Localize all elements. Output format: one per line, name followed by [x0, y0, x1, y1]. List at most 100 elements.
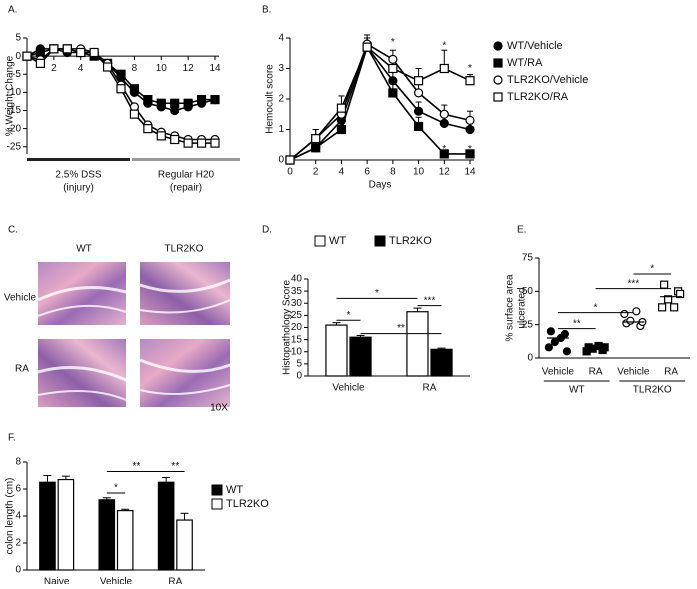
- significance-label: ***: [424, 295, 436, 306]
- legend-marker: [493, 75, 503, 85]
- x-tick-label: RA: [423, 383, 437, 394]
- histology-image: [140, 339, 230, 407]
- marker: [546, 327, 555, 336]
- bar: [406, 311, 429, 377]
- panel-label: A.: [8, 5, 17, 16]
- marker: [35, 58, 46, 68]
- x-tick-label: 8: [390, 167, 396, 178]
- y-tick-label: 8: [15, 457, 21, 468]
- annotation: *: [468, 63, 472, 74]
- y-tick-label: 25: [291, 310, 303, 321]
- y-tick-label: 10: [291, 346, 303, 357]
- marker: [76, 47, 86, 58]
- significance-label: *: [594, 302, 598, 313]
- magnification: 10X: [210, 403, 228, 414]
- y-tick-label: 0: [15, 51, 21, 62]
- y-tick-label: 5: [15, 33, 21, 44]
- x-tick-label: 6: [364, 167, 370, 178]
- x-tick-label: 8: [132, 63, 138, 74]
- bar: [325, 324, 348, 377]
- y-tick-label: -20: [7, 123, 22, 134]
- marker: [102, 62, 113, 72]
- marker: [129, 84, 140, 94]
- legend-label: TLR2KO: [389, 235, 432, 247]
- x-tick-label: 10: [156, 63, 168, 74]
- marker: [544, 343, 553, 352]
- legend-marker: [493, 92, 503, 102]
- y-tick-label: 15: [291, 334, 303, 345]
- histology-panel: C. WT TLR2KO Vehicle RA 10X: [4, 225, 231, 414]
- marker: [388, 63, 398, 74]
- group-label: TLR2KO: [633, 385, 672, 396]
- x-tick-label: RA: [168, 577, 182, 584]
- column-label: WT: [76, 244, 92, 255]
- panel-label: D.: [262, 225, 272, 236]
- significance-label: *: [347, 310, 351, 321]
- phase-sublabel: (injury): [63, 183, 94, 194]
- marker: [285, 155, 295, 165]
- marker: [439, 149, 449, 159]
- x-tick-label: 0: [287, 167, 293, 178]
- x-tick-label: RA: [664, 367, 678, 378]
- y-tick-label: 4: [15, 511, 21, 522]
- marker: [143, 95, 153, 105]
- legend-label: TLR2KO: [226, 498, 269, 510]
- x-tick-label: 10: [413, 167, 425, 178]
- marker: [156, 98, 166, 108]
- y-tick-label: 5: [296, 359, 302, 370]
- y-tick-label: 2: [15, 538, 21, 549]
- phase-label: Regular H20: [158, 170, 215, 181]
- x-tick-label: Vehicle: [332, 383, 365, 394]
- marker: [183, 138, 193, 148]
- panel-label: E.: [517, 225, 526, 236]
- bar: [98, 499, 116, 571]
- legend-marker: [493, 58, 503, 68]
- marker: [465, 124, 475, 135]
- x-tick-label: 4: [78, 63, 84, 74]
- y-tick-label: 25: [522, 319, 534, 330]
- phase-sublabel: (repair): [170, 183, 202, 194]
- phase-bar: [132, 158, 240, 161]
- marker: [626, 316, 635, 325]
- marker: [660, 280, 669, 289]
- bar: [176, 519, 193, 571]
- marker: [116, 69, 126, 79]
- significance-label: *: [650, 264, 654, 275]
- y-tick-label: 0: [296, 371, 302, 382]
- column-label: TLR2KO: [165, 244, 204, 255]
- histology-image: [140, 262, 230, 325]
- significance-label: **: [133, 461, 141, 472]
- marker: [388, 88, 398, 98]
- marker: [439, 118, 449, 129]
- y-tick-label: 40: [291, 274, 303, 285]
- y-tick-label: 0: [527, 353, 533, 364]
- marker: [311, 134, 321, 144]
- significance-label: *: [375, 288, 379, 299]
- marker: [210, 95, 220, 105]
- marker: [170, 98, 180, 108]
- x-tick-label: 2: [51, 63, 57, 74]
- y-axis-label: colon length (cm): [5, 478, 16, 555]
- legend-swatch: [211, 484, 223, 496]
- legend-swatch: [211, 498, 223, 510]
- marker: [670, 303, 679, 312]
- y-axis-label: % surface area: [505, 274, 516, 342]
- significance-label: ***: [628, 278, 640, 289]
- marker: [22, 51, 32, 61]
- y-axis-label: % Weight Change: [5, 55, 16, 136]
- x-tick-label: 14: [464, 167, 476, 178]
- marker: [465, 115, 475, 125]
- legend-marker: [493, 41, 503, 51]
- x-tick-label: Vehicle: [542, 367, 575, 378]
- panel-label: F.: [8, 433, 16, 444]
- y-tick-label: 50: [522, 286, 534, 297]
- x-tick-label: 2: [313, 167, 319, 178]
- significance-label: **: [573, 318, 581, 329]
- significance-label: **: [171, 461, 179, 472]
- y-tick-label: -5: [12, 69, 21, 80]
- phase-bar: [27, 158, 130, 161]
- x-tick-label: 14: [209, 63, 221, 74]
- legend-swatch: [314, 235, 326, 247]
